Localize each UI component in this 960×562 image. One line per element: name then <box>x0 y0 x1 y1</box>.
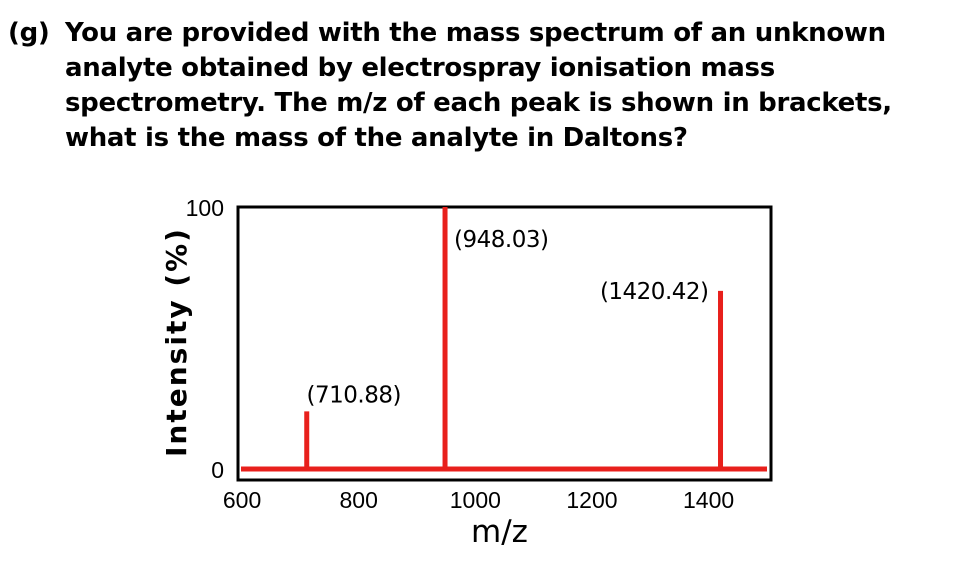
peak-label: (948.03) <box>454 227 548 253</box>
y-tick-label: 0 <box>211 457 224 483</box>
x-tick-label: 1200 <box>566 487 617 513</box>
x-tick-label: 600 <box>223 487 261 513</box>
x-tick-label: 1000 <box>450 487 501 513</box>
peak-label: (1420.42) <box>600 279 709 305</box>
question-text: You are provided with the mass spectrum … <box>65 16 892 156</box>
question: (g) You are provided with the mass spect… <box>8 16 892 156</box>
mass-spectrum-chart: 600 800 1000 1200 1400 0 100 Intensity (%) m/z (7… <box>160 195 773 550</box>
question-line: You are provided with the mass spectrum … <box>65 18 886 48</box>
question-line: analyte obtained by electrospray ionisat… <box>65 53 775 83</box>
peak-label: (710.88) <box>307 382 401 408</box>
x-axis-title: m/z <box>471 514 528 550</box>
y-axis-title: Intensity (%) <box>160 227 193 457</box>
question-label: (g) <box>8 18 50 48</box>
plot-border <box>236 205 773 482</box>
x-tick-label: 1400 <box>683 487 734 513</box>
y-tick-label: 100 <box>186 195 224 221</box>
x-tick-label: 800 <box>340 487 378 513</box>
question-line: what is the mass of the analyte in Dalto… <box>65 123 688 153</box>
question-line: spectrometry. The m/z of each peak is sh… <box>65 88 892 118</box>
